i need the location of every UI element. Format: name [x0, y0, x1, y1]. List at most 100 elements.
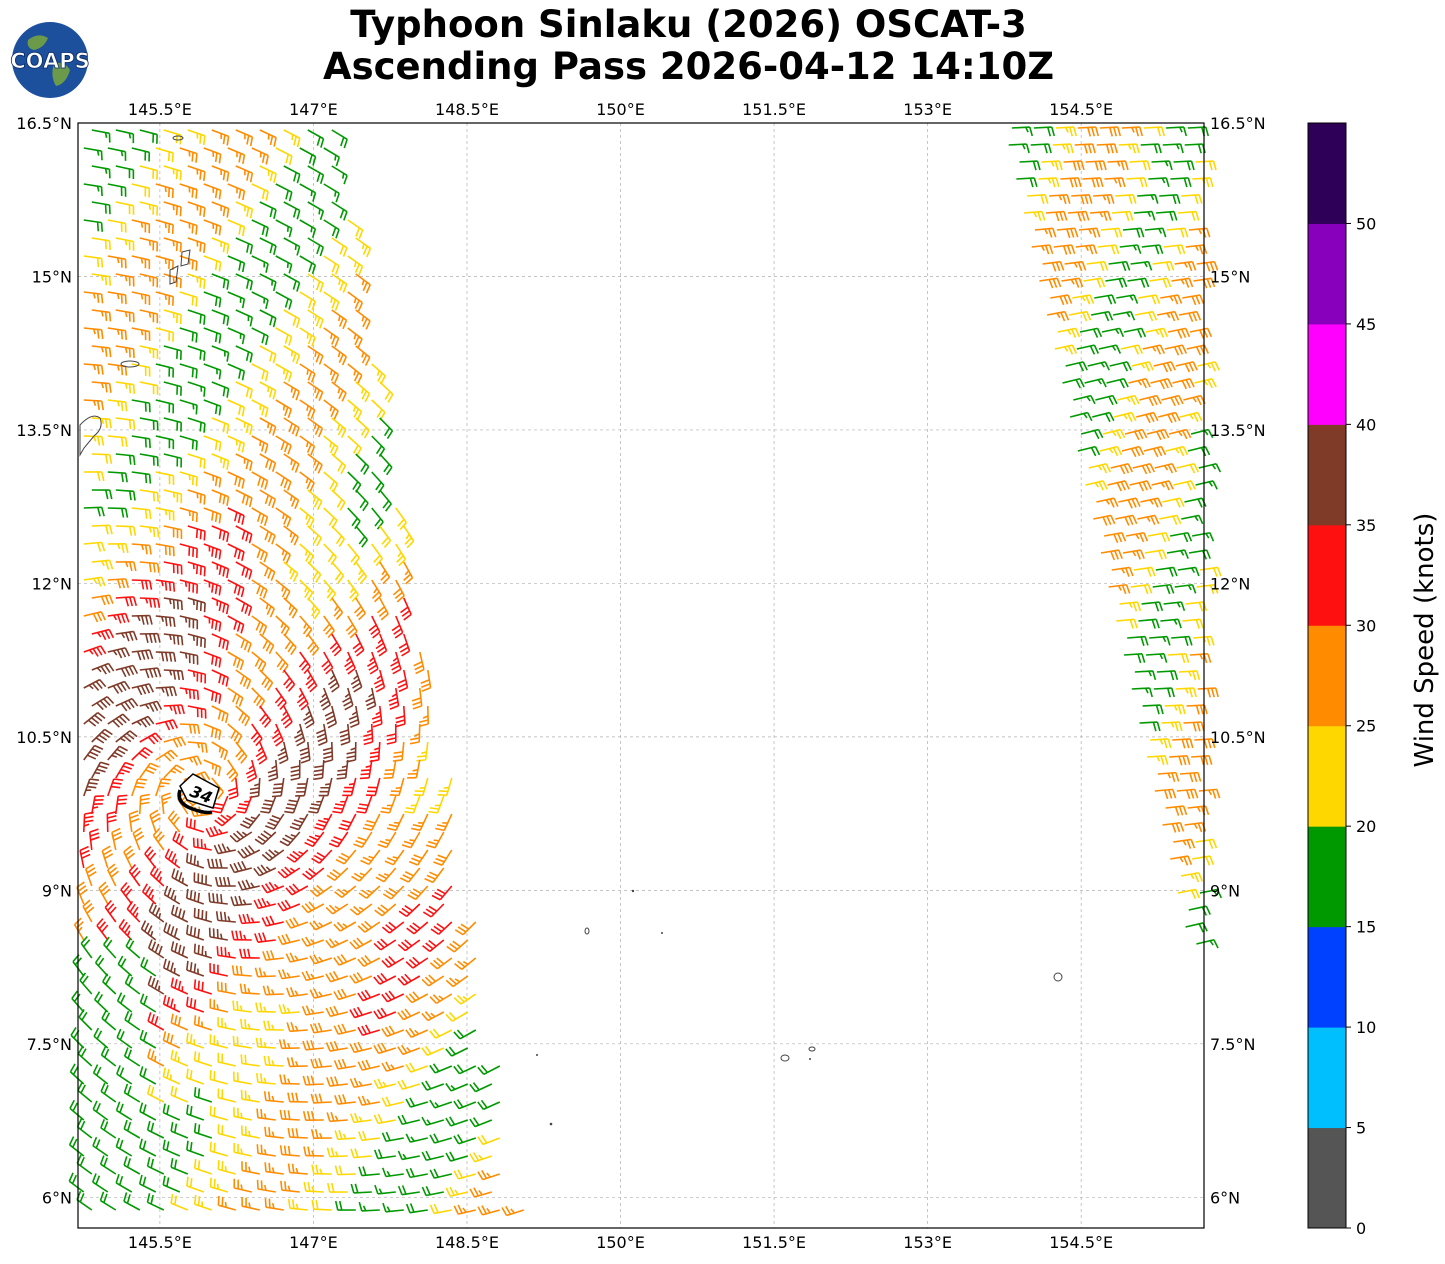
wind-barb	[115, 237, 135, 251]
wind-barb	[193, 1087, 213, 1103]
wind-barb	[280, 1180, 300, 1193]
wind-barb	[251, 147, 269, 165]
wind-barb	[131, 715, 155, 728]
colorbar-segment	[1308, 223, 1346, 325]
wind-barb	[1146, 428, 1170, 441]
wind-barb	[307, 201, 325, 221]
wind-barb	[413, 777, 429, 797]
wind-barb	[146, 1120, 165, 1139]
wind-barb	[227, 183, 246, 201]
wind-barb	[1041, 160, 1063, 171]
wind-barb	[259, 273, 277, 292]
wind-barb	[203, 615, 222, 632]
wind-barb	[163, 633, 184, 646]
wind-barb	[379, 525, 392, 548]
wind-barb	[1162, 821, 1185, 833]
wind-barb	[259, 705, 272, 728]
wind-barb	[1181, 193, 1203, 205]
wind-barb	[1110, 462, 1134, 475]
wind-barb	[100, 1119, 117, 1139]
wind-barb	[1120, 344, 1144, 355]
wind-barb	[164, 848, 181, 869]
wind-barb	[323, 291, 340, 311]
wind-barb	[155, 686, 178, 697]
wind-barb	[335, 849, 357, 865]
wind-barb	[357, 955, 381, 968]
wind-barb	[445, 1116, 469, 1127]
lon-tick-label-top: 148.5°E	[435, 100, 499, 119]
wind-barb	[331, 309, 348, 330]
wind-barb	[1096, 497, 1119, 508]
wind-barb	[107, 507, 129, 518]
wind-barb	[429, 993, 453, 1005]
wind-barb	[155, 255, 174, 270]
wind-barb	[1173, 480, 1196, 491]
wind-barb	[1085, 160, 1107, 171]
lat-tick-label-right: 9°N	[1210, 881, 1240, 900]
wind-barb	[1198, 462, 1222, 473]
wind-barb	[381, 1025, 405, 1038]
wind-barb	[91, 728, 113, 744]
wind-barb	[77, 1081, 93, 1103]
wind-barb	[193, 943, 213, 959]
lat-tick-label-left: 13.5°N	[16, 421, 72, 440]
wind-barb	[371, 363, 386, 385]
wind-barb	[214, 813, 237, 827]
wind-barb	[469, 1152, 493, 1163]
wind-barb	[328, 831, 349, 848]
wind-barb	[227, 777, 239, 800]
wind-barb	[323, 327, 340, 348]
wind-barb	[264, 1197, 284, 1211]
wind-barb	[254, 932, 276, 943]
wind-barb	[1121, 445, 1145, 458]
wind-barb	[1160, 294, 1183, 305]
lat-tick-label-left: 6°N	[42, 1188, 72, 1207]
wind-barb	[1139, 394, 1162, 407]
wind-barb	[304, 831, 325, 848]
wind-barb	[1060, 177, 1082, 188]
wind-barb	[355, 345, 371, 366]
wind-barb	[124, 1010, 141, 1031]
wind-barb	[1062, 377, 1085, 389]
wind-barb	[162, 1031, 181, 1049]
wind-barb	[421, 1011, 445, 1022]
wind-barb	[91, 594, 114, 606]
wind-barb	[91, 417, 112, 429]
wind-barb	[1163, 244, 1186, 255]
wind-barb	[265, 813, 285, 830]
wind-barb	[146, 1084, 165, 1103]
wind-barb	[374, 903, 397, 917]
wind-barb	[1140, 497, 1163, 508]
wind-barb	[299, 183, 317, 202]
wind-barb	[131, 291, 151, 306]
wind-barb	[284, 795, 301, 814]
wind-barb	[193, 907, 212, 923]
wind-barb	[155, 543, 175, 557]
wind-barb	[104, 899, 117, 923]
wind-barb	[163, 764, 185, 779]
wind-barb	[1176, 788, 1199, 800]
wind-barb	[331, 201, 348, 221]
wind-barb	[279, 831, 301, 847]
lon-tick-label-top: 145.5°E	[128, 100, 192, 119]
wind-barb	[283, 309, 301, 328]
wind-barb	[275, 291, 293, 310]
wind-barb	[421, 1045, 445, 1056]
wind-barb	[1092, 411, 1115, 423]
wind-barb	[1101, 327, 1125, 338]
wind-barb	[311, 1164, 332, 1175]
wind-barb	[278, 1003, 300, 1015]
wind-barb	[203, 687, 222, 704]
wind-barb	[170, 941, 189, 959]
wind-barb	[453, 1169, 476, 1180]
wind-barb	[139, 1029, 157, 1049]
wind-barb	[331, 237, 348, 257]
wind-barb	[227, 543, 245, 562]
wind-barb	[107, 147, 127, 161]
wind-barb	[163, 597, 183, 611]
wind-barb	[170, 904, 189, 923]
wind-barb	[381, 990, 405, 1003]
wind-barb	[299, 219, 317, 238]
wind-barb	[1072, 294, 1095, 305]
wind-barb	[139, 453, 159, 467]
